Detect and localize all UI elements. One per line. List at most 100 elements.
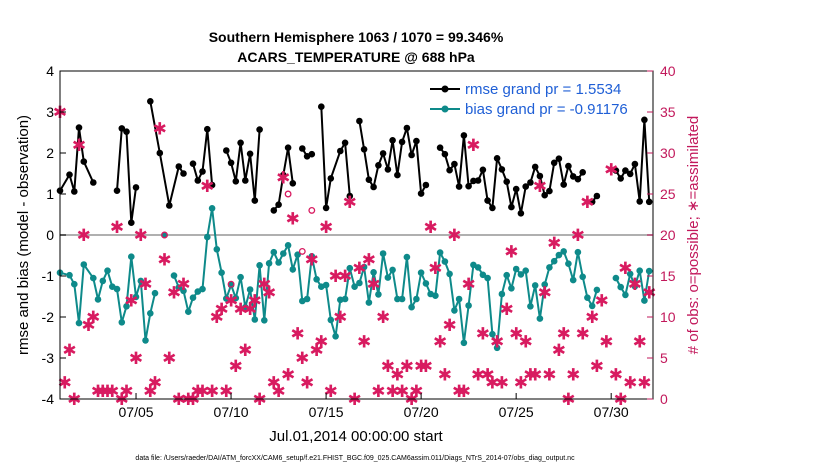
x-tick-label: 07/25	[499, 404, 534, 420]
obs-assimilated-marker: ✱	[371, 382, 385, 402]
bias-point	[413, 295, 420, 303]
obs-assimilated-marker: ✱	[519, 333, 533, 353]
obs-assimilated-marker: ✱	[461, 275, 475, 295]
bias-point	[128, 253, 135, 260]
obs-possible-marker	[161, 231, 168, 239]
obs-assimilated-marker: ✱	[210, 308, 224, 328]
obs-assimilated-marker: ✱	[257, 275, 271, 295]
bias-point	[246, 286, 254, 293]
rmse-point	[118, 125, 126, 132]
obs-assimilated-marker: ✱	[238, 341, 252, 361]
rmse-point	[322, 204, 330, 212]
bias-point	[313, 276, 320, 283]
obs-assimilated-marker: ✱	[333, 308, 347, 328]
obs-assimilated-marker: ✱	[576, 324, 590, 344]
bias-point	[94, 296, 102, 303]
bias-point	[265, 260, 273, 267]
bias-point	[208, 205, 216, 212]
rmse-point	[541, 191, 548, 199]
bias-point	[294, 251, 301, 258]
bias-point	[622, 291, 629, 299]
bias-point	[626, 270, 634, 278]
obs-assimilated-marker: ✱	[538, 283, 552, 303]
rmse-point	[379, 150, 387, 157]
bias-point	[645, 267, 653, 275]
rmse-point	[370, 183, 377, 191]
y-right-tick-label: 30	[660, 145, 676, 161]
obs-assimilated-marker: ✱	[119, 382, 133, 402]
obs-assimilated-marker: ✱	[276, 169, 290, 189]
rmse-point	[631, 160, 639, 168]
y-right-tick-label: 15	[660, 268, 676, 284]
footer-data-file: data file: /Users/raeder/DAI/ATM_forcXX/…	[135, 455, 575, 462]
chart-subtitle: ACARS_TEMPERATURE @ 688 hPa	[237, 49, 475, 65]
obs-assimilated-marker: ✱	[105, 382, 119, 402]
bias-point	[71, 280, 78, 288]
obs-possible-marker	[284, 190, 292, 198]
rmse-point	[166, 202, 173, 209]
bias-point	[508, 285, 515, 292]
obs-assimilated-marker: ✱	[504, 242, 518, 262]
rmse-point	[636, 198, 643, 205]
rmse-point	[389, 137, 396, 144]
bias-point	[132, 293, 140, 301]
rmse-point	[536, 172, 544, 180]
rmse-point	[90, 179, 97, 186]
bias-point	[151, 289, 159, 297]
bias-point	[237, 273, 244, 281]
bias-point	[341, 295, 349, 303]
rmse-point	[560, 181, 567, 188]
rmse-point	[341, 139, 349, 147]
bias-point	[75, 319, 83, 327]
obs-assimilated-marker: ✱	[233, 300, 247, 320]
y-tick-label: 2	[46, 145, 54, 161]
obs-assimilated-marker: ✱	[623, 374, 637, 394]
obs-assimilated-marker: ✱	[324, 382, 338, 402]
rmse-point	[550, 159, 558, 167]
y-tick-label: 4	[46, 63, 54, 79]
rmse-point	[208, 181, 216, 189]
bias-point	[147, 310, 154, 317]
obs-assimilated-marker: ✱	[262, 283, 276, 303]
obs-assimilated-marker: ✱	[609, 365, 623, 385]
obs-assimilated-marker: ✱	[357, 333, 371, 353]
bias-point	[185, 308, 192, 316]
obs-assimilated-marker: ✱	[86, 308, 100, 328]
rmse-point	[275, 201, 282, 208]
rmse-point	[622, 167, 629, 174]
obs-assimilated-marker: ✱	[134, 226, 148, 246]
obs-assimilated-marker: ✱	[72, 136, 86, 156]
bias-point	[512, 265, 520, 273]
obs-assimilated-marker: ✱	[172, 390, 186, 410]
bias-point	[503, 271, 511, 279]
obs-assimilated-marker: ✱	[423, 218, 437, 238]
rmse-point	[441, 150, 449, 158]
bias-point	[636, 267, 643, 275]
obs-assimilated-marker: ✱	[642, 283, 656, 303]
obs-assimilated-marker: ✱	[195, 382, 209, 402]
bias-point	[484, 274, 491, 282]
obs-assimilated-marker: ✱	[580, 193, 594, 213]
obs-assimilated-marker: ✱	[614, 390, 628, 410]
obs-assimilated-marker: ✱	[552, 341, 566, 361]
y-tick-label: -1	[42, 268, 55, 284]
rmse-point	[308, 150, 316, 158]
bias-point	[546, 264, 553, 271]
obs-assimilated-marker: ✱	[191, 382, 205, 402]
obs-assimilated-marker: ✱	[290, 324, 304, 344]
bias-point	[517, 271, 525, 278]
rmse-point	[375, 162, 382, 169]
obs-assimilated-marker: ✱	[566, 365, 580, 385]
obs-assimilated-marker: ✱	[428, 259, 442, 279]
rmse-point	[460, 132, 468, 139]
y-tick-label: 1	[46, 186, 54, 202]
y-tick-label: -4	[42, 391, 55, 407]
rmse-point	[75, 124, 83, 131]
obs-assimilated-marker: ✱	[604, 160, 618, 180]
obs-assimilated-marker: ✱	[343, 193, 357, 213]
bias-point	[398, 295, 406, 303]
obs-assimilated-marker: ✱	[495, 374, 509, 394]
y-tick-label: 3	[46, 104, 54, 120]
bias-point	[479, 271, 487, 279]
rmse-point	[384, 166, 392, 173]
